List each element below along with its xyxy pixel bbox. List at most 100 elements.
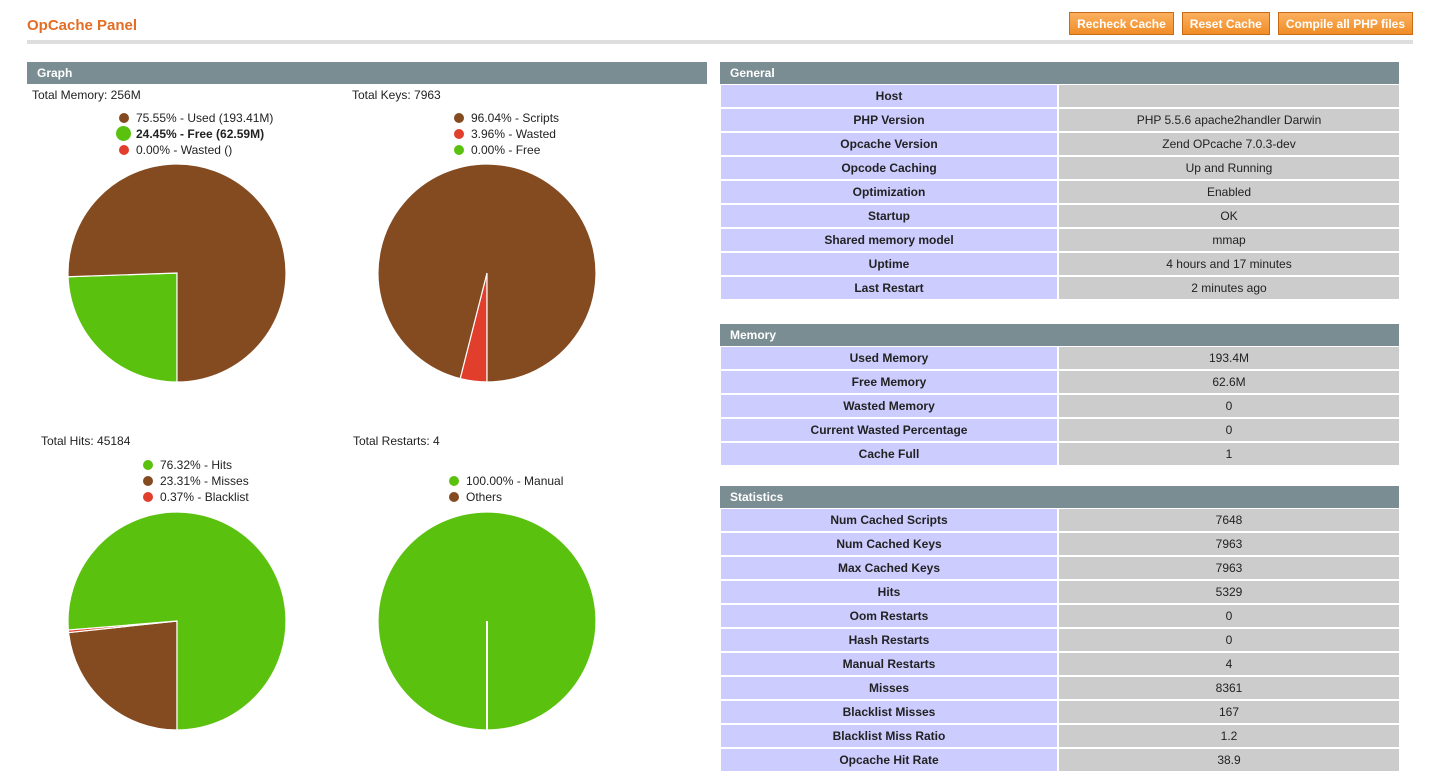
pie-svg: [377, 511, 597, 731]
table-row: Startup OK: [721, 205, 1399, 229]
chart-legend: 75.55% - Used (193.41M) 24.45% - Free (62…: [116, 110, 273, 158]
statistics-panel-title: Statistics: [720, 486, 1399, 508]
table-row: Current Wasted Percentage 0: [721, 419, 1399, 443]
table-row: Blacklist Misses 167: [721, 701, 1399, 725]
legend-swatch: [449, 476, 459, 486]
legend-swatch: [143, 460, 153, 470]
legend-swatch: [454, 113, 464, 123]
legend-label: 0.00% - Free: [471, 143, 541, 157]
legend-label: 75.55% - Used (193.41M): [136, 111, 274, 125]
row-value: OK: [1059, 205, 1399, 229]
row-key: Manual Restarts: [721, 653, 1059, 677]
pie-slice: [67, 163, 287, 383]
row-value: 2 minutes ago: [1059, 277, 1399, 301]
legend-item: Others: [446, 489, 563, 505]
legend-label: Others: [466, 490, 503, 504]
table-row: Num Cached Keys 7963: [721, 533, 1399, 557]
row-value: Up and Running: [1059, 157, 1399, 181]
legend-item: 100.00% - Manual: [446, 473, 563, 489]
legend-swatch: [143, 476, 153, 486]
legend-item: 0.37% - Blacklist: [140, 489, 249, 505]
legend-swatch: [449, 492, 459, 502]
legend-label: 23.31% - Misses: [160, 474, 249, 488]
legend-swatch: [119, 113, 129, 123]
memory-title: Memory: [730, 328, 777, 342]
table-row: Used Memory 193.4M: [721, 347, 1399, 371]
legend-label: 96.04% - Scripts: [471, 111, 560, 125]
keys-pie-chart: Total Keys: 7963 96.04% - Scripts 3.96% -…: [347, 88, 687, 418]
row-value: 7963: [1059, 533, 1399, 557]
table-row: Manual Restarts 4: [721, 653, 1399, 677]
row-value: 0: [1059, 395, 1399, 419]
legend-label: 76.32% - Hits: [160, 458, 233, 472]
hits-pie-chart: Total Hits: 45184 76.32% - Hits 23.31% - …: [27, 434, 367, 764]
statistics-table: Num Cached Scripts 7648 Num Cached Keys 796…: [721, 509, 1399, 773]
row-value: 1.2: [1059, 725, 1399, 749]
memory-table: Used Memory 193.4M Free Memory 62.6M Wasted …: [721, 347, 1399, 467]
row-value: 8361: [1059, 677, 1399, 701]
table-row: Opcache Hit Rate 38.9: [721, 749, 1399, 773]
general-title: General: [730, 66, 775, 80]
legend-swatch: [119, 145, 129, 155]
row-value: 38.9: [1059, 749, 1399, 773]
chart-total-label: Total Restarts: 4: [353, 434, 440, 448]
legend-item: 24.45% - Free (62.59M): [116, 126, 273, 142]
row-key: Wasted Memory: [721, 395, 1059, 419]
row-key: Host: [721, 85, 1059, 109]
graph-panel-title: Graph: [27, 62, 707, 84]
legend-label: 24.45% - Free (62.59M): [136, 127, 265, 141]
chart-legend: 76.32% - Hits 23.31% - Misses 0.37% - Blac…: [140, 457, 249, 505]
general-panel-title: General: [720, 62, 1399, 84]
legend-swatch: [454, 145, 464, 155]
row-value: [1059, 85, 1399, 109]
row-key: Shared memory model: [721, 229, 1059, 253]
page-header: OpCache Panel Recheck Cache Reset Cache …: [27, 10, 1413, 44]
row-value: 0: [1059, 419, 1399, 443]
legend-item: 3.96% - Wasted: [451, 126, 559, 142]
pie-slice: [67, 511, 287, 731]
reset-cache-button[interactable]: Reset Cache: [1181, 12, 1270, 35]
row-key: Cache Full: [721, 443, 1059, 467]
row-key: Uptime: [721, 253, 1059, 277]
row-key: Misses: [721, 677, 1059, 701]
row-key: Hits: [721, 581, 1059, 605]
table-row: Uptime 4 hours and 17 minutes: [721, 253, 1399, 277]
row-key: Last Restart: [721, 277, 1059, 301]
legend-swatch: [116, 126, 131, 141]
chart-legend: 100.00% - Manual Others: [446, 473, 563, 505]
table-row: Max Cached Keys 7963: [721, 557, 1399, 581]
action-buttons: Recheck Cache Reset Cache Compile all PH…: [1069, 12, 1413, 35]
memory-pie-chart: Total Memory: 256M 75.55% - Used (193.41…: [27, 88, 367, 418]
chart-total-label: Total Keys: 7963: [352, 88, 441, 102]
restarts-pie-chart: Total Restarts: 4 100.00% - Manual Others: [347, 434, 687, 764]
row-value: PHP 5.5.6 apache2handler Darwin: [1059, 109, 1399, 133]
row-value: 193.4M: [1059, 347, 1399, 371]
row-key: Oom Restarts: [721, 605, 1059, 629]
row-key: Opcode Caching: [721, 157, 1059, 181]
row-key: Opcache Hit Rate: [721, 749, 1059, 773]
table-row: Opcache Version Zend OPcache 7.0.3-dev: [721, 133, 1399, 157]
row-value: 4 hours and 17 minutes: [1059, 253, 1399, 277]
table-row: Misses 8361: [721, 677, 1399, 701]
table-row: Hits 5329: [721, 581, 1399, 605]
row-key: Blacklist Miss Ratio: [721, 725, 1059, 749]
legend-label: 100.00% - Manual: [466, 474, 564, 488]
pie-svg: [67, 511, 287, 731]
compile-php-files-button[interactable]: Compile all PHP files: [1277, 12, 1413, 35]
table-row: Host: [721, 85, 1399, 109]
row-value: 7648: [1059, 509, 1399, 533]
table-row: Cache Full 1: [721, 443, 1399, 467]
table-row: Blacklist Miss Ratio 1.2: [721, 725, 1399, 749]
row-value: mmap: [1059, 229, 1399, 253]
table-row: Wasted Memory 0: [721, 395, 1399, 419]
row-value: Enabled: [1059, 181, 1399, 205]
row-key: Max Cached Keys: [721, 557, 1059, 581]
table-row: Hash Restarts 0: [721, 629, 1399, 653]
memory-panel-title: Memory: [720, 324, 1399, 346]
chart-total-label: Total Memory: 256M: [32, 88, 141, 102]
table-row: Opcode Caching Up and Running: [721, 157, 1399, 181]
general-table: Host PHP Version PHP 5.5.6 apache2handler …: [721, 85, 1399, 301]
table-row: PHP Version PHP 5.5.6 apache2handler Darw…: [721, 109, 1399, 133]
recheck-cache-button[interactable]: Recheck Cache: [1069, 12, 1174, 35]
legend-item: 0.00% - Free: [451, 142, 559, 158]
